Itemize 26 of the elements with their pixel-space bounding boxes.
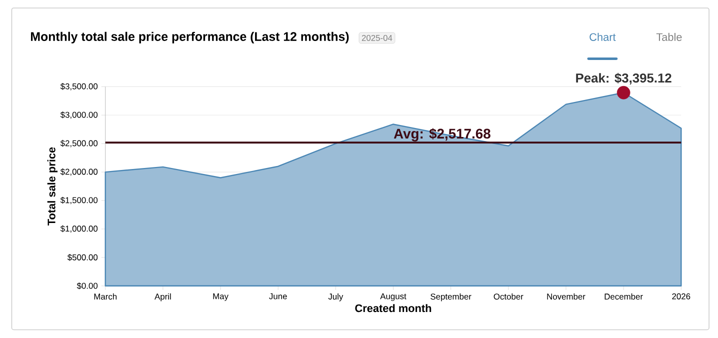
x-tick-label: October [494,294,524,300]
y-tick-label: $2,500.00 [60,140,98,148]
x-tick-label: April [154,294,171,302]
y-tick-label: $2,000.00 [60,168,98,176]
x-axis-title: Created month [355,304,432,312]
y-tick-label: $0.00 [76,282,98,290]
x-tick-label: 2026 [672,294,690,300]
y-tick-label: $3,500.00 [60,83,98,90]
x-tick-label: September [430,294,472,302]
y-tick-label: $1,500.00 [60,197,98,204]
x-tick-label: December [604,294,643,300]
x-tick-label: August [380,294,406,302]
x-tick-label: June [269,294,287,300]
text: Table [656,33,682,42]
y-axis-title: Total sale price [47,147,58,226]
y-tick-label: $3,000.00 [60,112,98,119]
annotation: Peak: $3,395.12 [576,73,672,85]
x-tick-label: May [213,294,228,302]
chart-title: Monthly total sale price performance (Last 12 months) [31,32,349,44]
x-tick-label: July [328,294,344,302]
chart-subtitle: 2025-04 [362,35,392,42]
y-tick-label: $500.00 [67,254,98,262]
text: Chart [590,33,616,42]
y-tick-label: $1,000.00 [60,225,98,233]
x-tick-label: March [94,294,117,300]
x-tick-label: November [547,294,586,300]
